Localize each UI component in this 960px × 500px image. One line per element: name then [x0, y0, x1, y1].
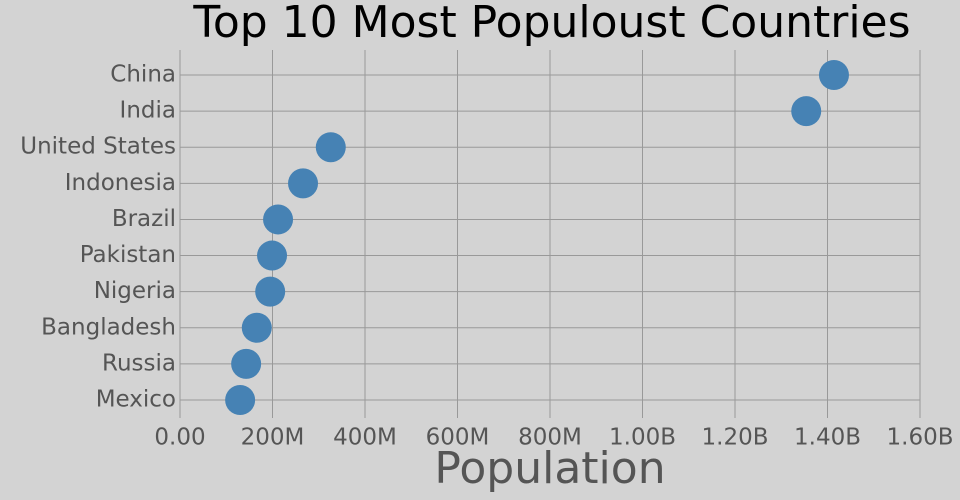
y-tick-label: China — [110, 62, 176, 88]
dot — [818, 60, 849, 90]
dot — [225, 385, 256, 415]
dot — [255, 276, 286, 307]
y-tick-label: Bangladesh — [41, 314, 176, 340]
y-tick-label: Nigeria — [94, 278, 176, 304]
x-tick-label: 1.60B — [887, 425, 954, 451]
dot — [791, 96, 822, 127]
dot — [257, 240, 288, 271]
x-tick-label: 0.00 — [154, 425, 205, 451]
y-tick-label: Brazil — [112, 206, 176, 232]
x-tick-label: 200M — [241, 425, 305, 451]
chart-title: Top 10 Most Populoust Countries — [192, 0, 910, 48]
y-tick-label: Indonesia — [65, 170, 176, 196]
dot — [315, 132, 346, 163]
x-tick-label: 1.20B — [702, 425, 769, 451]
dot — [241, 312, 272, 343]
y-tick-label: India — [120, 98, 176, 124]
y-tick-label: Russia — [102, 350, 176, 376]
y-tick-label: Pakistan — [80, 242, 176, 268]
x-tick-label: 400M — [333, 425, 397, 451]
y-tick-label: Mexico — [96, 387, 176, 413]
dot — [263, 204, 294, 235]
x-tick-label: 1.00B — [609, 425, 676, 451]
dot — [231, 348, 262, 379]
dot — [288, 168, 319, 199]
x-axis-title: Population — [434, 443, 665, 494]
y-tick-label: United States — [20, 134, 176, 160]
x-tick-label: 800M — [518, 425, 582, 451]
x-tick-label: 600M — [426, 425, 490, 451]
x-tick-label: 1.40B — [794, 425, 861, 451]
